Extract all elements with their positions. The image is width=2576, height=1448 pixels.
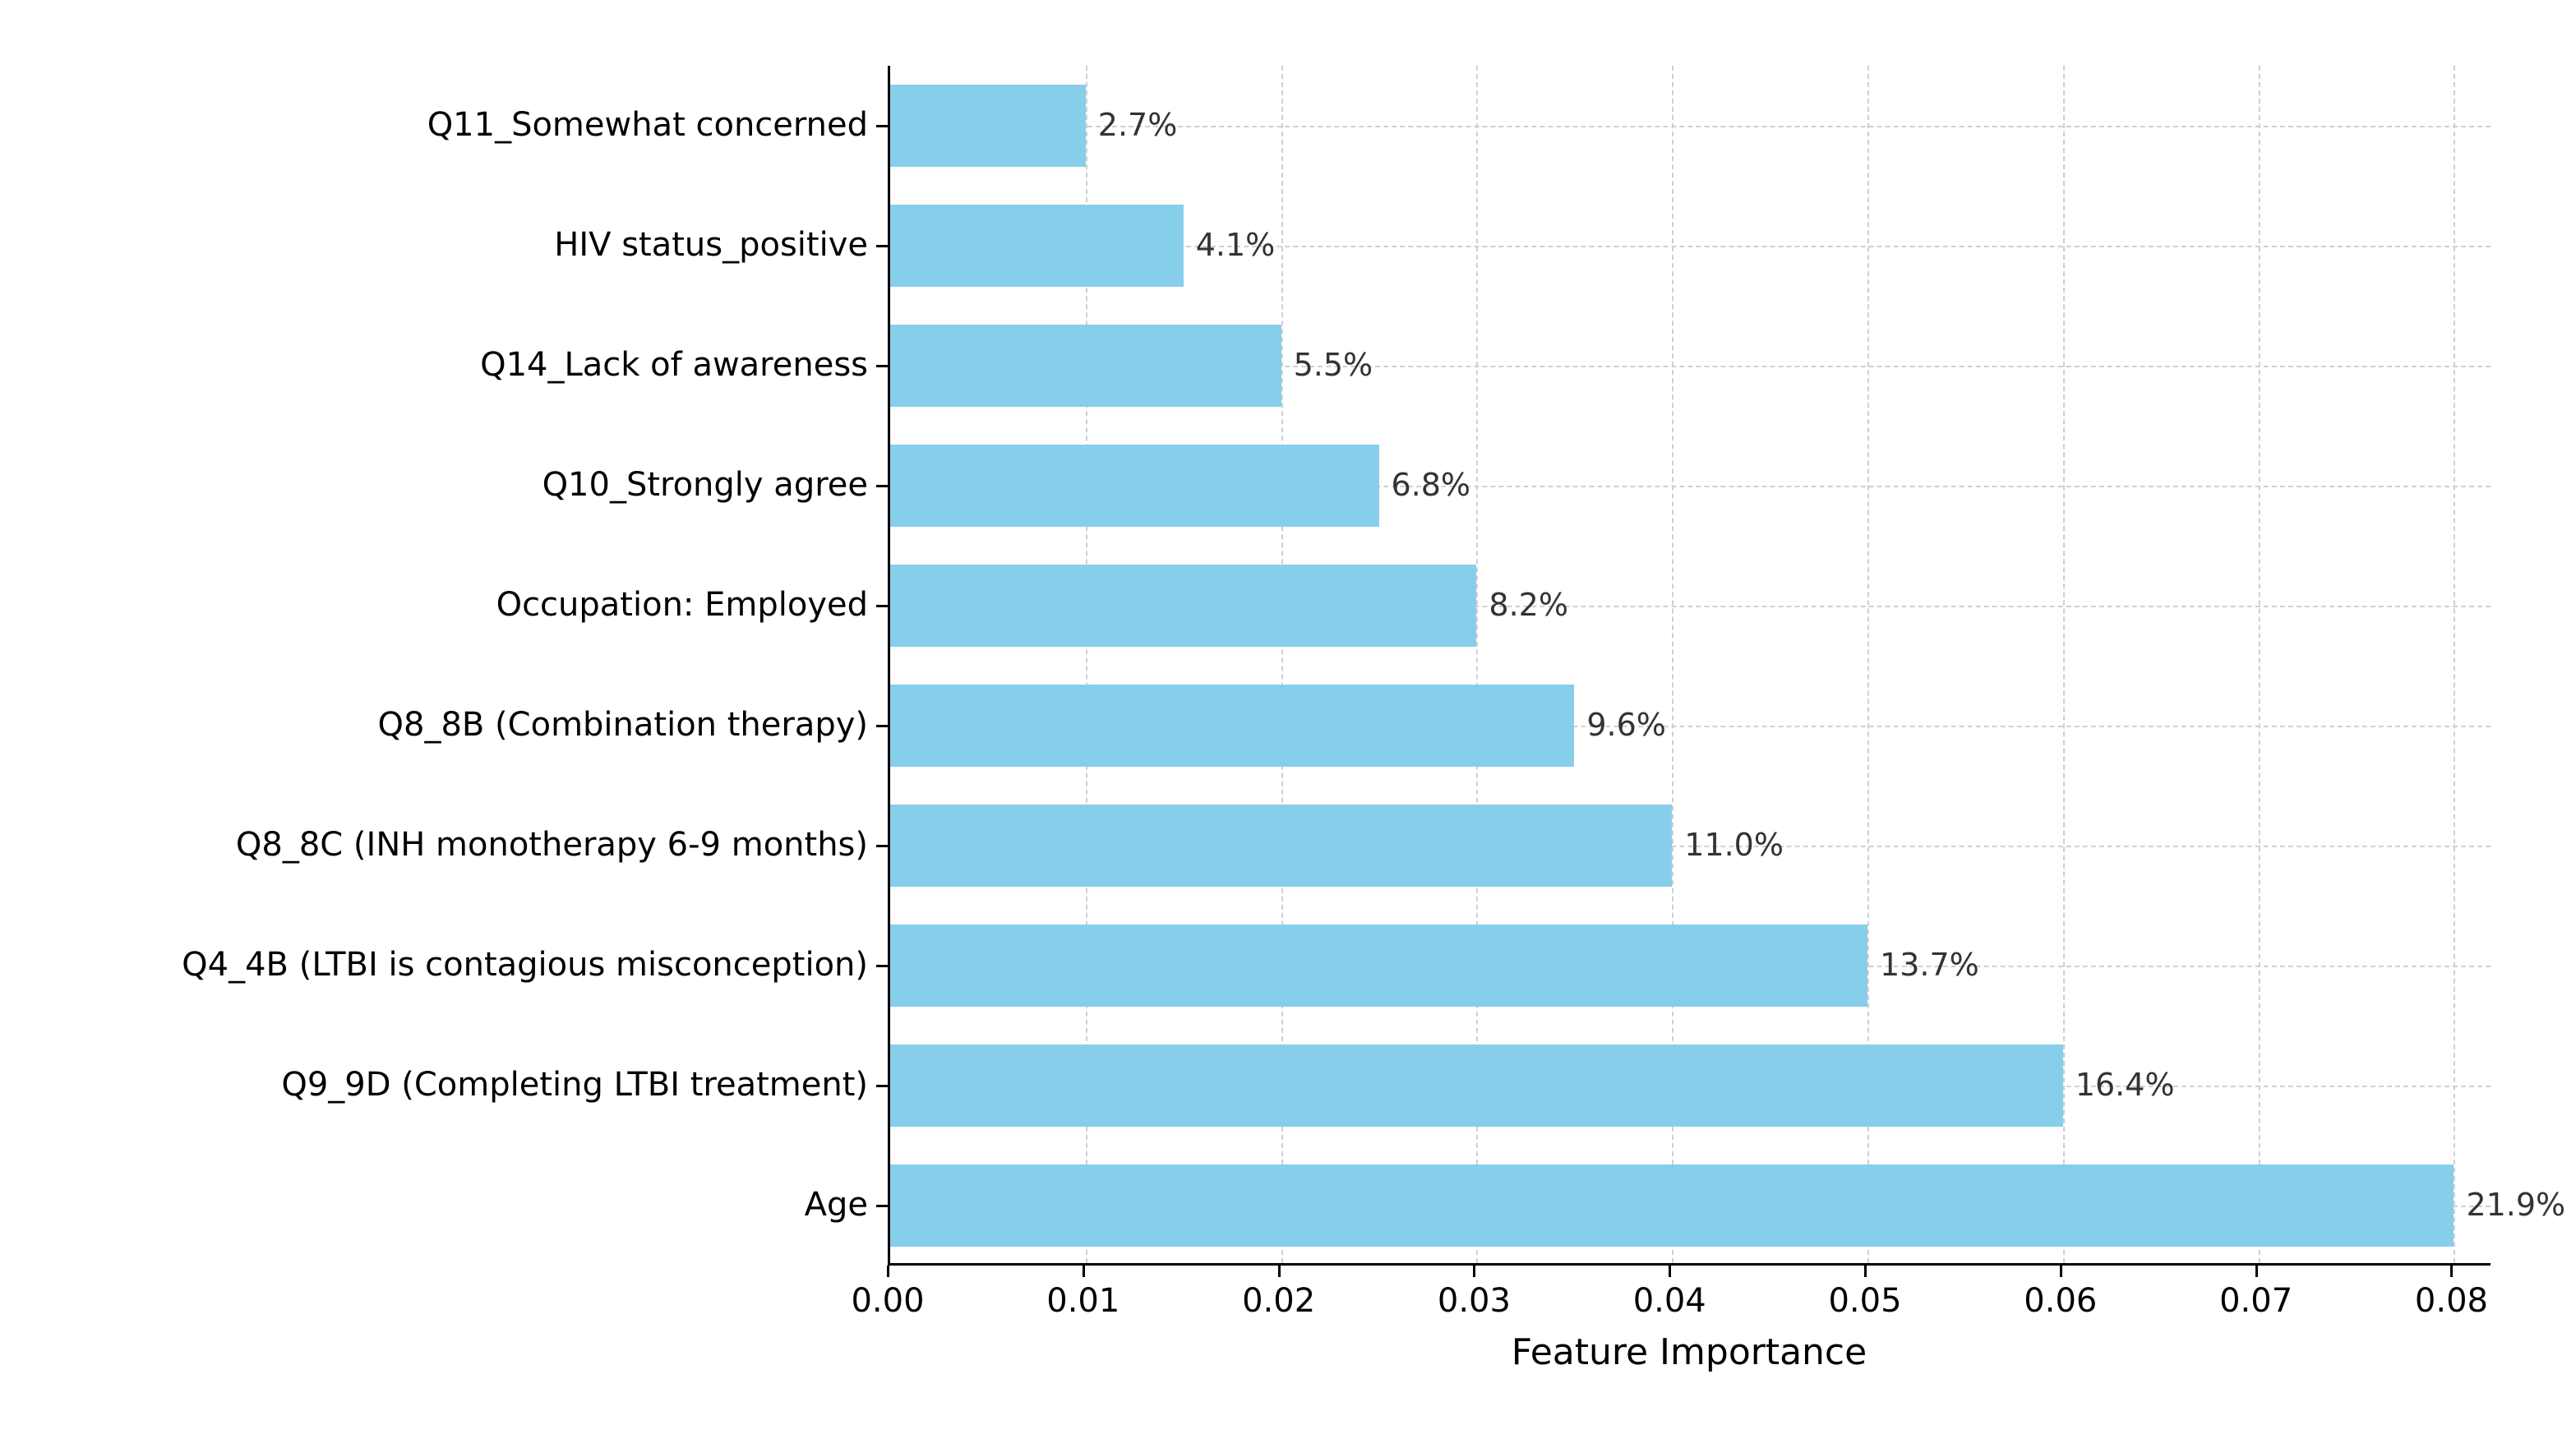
bar xyxy=(890,445,1379,526)
x-tick-mark xyxy=(1473,1266,1475,1277)
bar xyxy=(890,205,1184,286)
y-tick-mark xyxy=(876,485,888,487)
y-tick-label: Q9_9D (Completing LTBI treatment) xyxy=(281,1066,868,1104)
y-tick-mark xyxy=(876,1205,888,1207)
y-tick-label: Q14_Lack of awareness xyxy=(480,346,868,384)
bar-value-label: 8.2% xyxy=(1489,587,1568,623)
y-tick-label: Occupation: Employed xyxy=(496,586,868,624)
y-tick-mark xyxy=(876,605,888,607)
y-tick-mark xyxy=(876,725,888,727)
y-tick-label: Age xyxy=(805,1186,868,1224)
feature-importance-chart: Feature Importance 0.00 0.01 0.02 0.03 0.04 0… xyxy=(33,33,2543,1415)
bar xyxy=(890,685,1574,766)
bar-value-label: 4.1% xyxy=(1196,227,1276,263)
y-tick-label: Q11_Somewhat concerned xyxy=(427,106,868,144)
y-tick-label: Q8_8C (INH monotherapy 6-9 months) xyxy=(236,826,868,864)
x-tick-label: 0.05 xyxy=(1816,1282,1914,1320)
y-tick-mark xyxy=(876,365,888,367)
bar-value-label: 11.0% xyxy=(1684,827,1784,863)
x-tick-mark xyxy=(1278,1266,1281,1277)
y-tick-label: Q4_4B (LTBI is contagious misconception) xyxy=(182,946,868,984)
y-tick-mark xyxy=(876,965,888,967)
x-tick-mark xyxy=(1083,1266,1085,1277)
plot-area xyxy=(888,66,2491,1266)
y-tick-label: Q8_8B (Combination therapy) xyxy=(378,706,868,744)
x-tick-label: 0.06 xyxy=(2011,1282,2110,1320)
x-tick-label: 0.08 xyxy=(2402,1282,2500,1320)
x-tick-label: 0.02 xyxy=(1230,1282,1328,1320)
x-tick-label: 0.03 xyxy=(1424,1282,1523,1320)
y-tick-mark xyxy=(876,125,888,127)
bar-value-label: 16.4% xyxy=(2075,1067,2175,1103)
x-tick-label: 0.00 xyxy=(838,1282,937,1320)
bar xyxy=(890,565,1476,646)
bar-value-label: 13.7% xyxy=(1880,947,1979,983)
x-tick-label: 0.04 xyxy=(1620,1282,1719,1320)
bar xyxy=(890,85,1086,166)
bar-value-label: 6.8% xyxy=(1392,467,1471,503)
y-tick-mark xyxy=(876,845,888,847)
x-tick-mark xyxy=(887,1266,889,1277)
bar xyxy=(890,325,1281,406)
y-tick-label: Q10_Strongly agree xyxy=(542,466,868,504)
x-tick-label: 0.07 xyxy=(2207,1282,2306,1320)
x-tick-mark xyxy=(1669,1266,1671,1277)
bar xyxy=(890,1044,2063,1126)
y-tick-mark xyxy=(876,245,888,247)
bar xyxy=(890,925,1867,1006)
x-tick-mark xyxy=(2450,1266,2453,1277)
bar-value-label: 2.7% xyxy=(1098,107,1178,143)
bar xyxy=(890,1164,2454,1246)
x-tick-label: 0.01 xyxy=(1034,1282,1133,1320)
y-tick-mark xyxy=(876,1085,888,1087)
bar xyxy=(890,805,1672,886)
bar-value-label: 21.9% xyxy=(2466,1187,2565,1223)
bar-value-label: 5.5% xyxy=(1294,347,1373,383)
y-tick-label: HIV status_positive xyxy=(554,226,868,264)
x-tick-mark xyxy=(1864,1266,1867,1277)
x-tick-mark xyxy=(2060,1266,2062,1277)
x-tick-mark xyxy=(2255,1266,2258,1277)
bar-value-label: 9.6% xyxy=(1586,707,1666,743)
x-axis-label: Feature Importance xyxy=(1484,1331,1895,1373)
